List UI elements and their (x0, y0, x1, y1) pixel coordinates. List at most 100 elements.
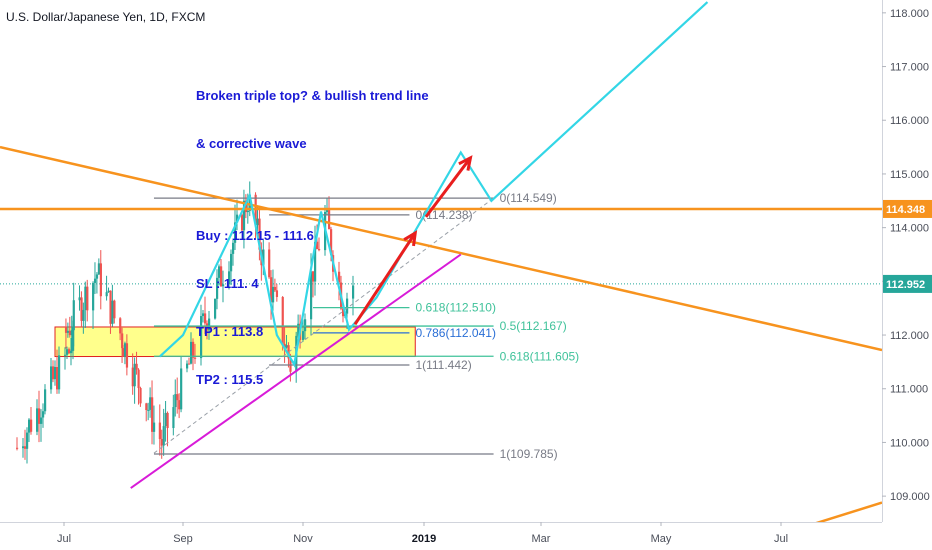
candle-body (222, 284, 225, 287)
y-tick-label: 117.000 (890, 62, 929, 74)
candle-body (352, 285, 355, 299)
note-line-1: Broken triple top? & bullish trend line (196, 88, 429, 103)
candle-body (208, 318, 211, 331)
candle-body (194, 357, 197, 359)
y-tick-label: 118.000 (890, 8, 929, 20)
candle-body (137, 369, 140, 389)
candle-body (186, 363, 189, 369)
candle-body (113, 300, 116, 319)
candle-body (95, 274, 99, 279)
candle-body (342, 308, 345, 317)
candle-body (262, 249, 265, 266)
candle-body (121, 333, 124, 349)
y-tick-label: 112.000 (890, 330, 929, 342)
candle-body (66, 330, 70, 333)
candle-body (174, 394, 177, 408)
candle-body (214, 298, 217, 319)
candle-body (192, 341, 195, 358)
candle-body (228, 271, 231, 285)
candle-body (328, 209, 331, 230)
candle-body (84, 286, 87, 310)
plot-area: 0(114.549)0(114.238)0.618(112.510)0.5(11… (0, 1, 882, 522)
candle-body (256, 218, 259, 226)
y-tick-label: 115.000 (890, 169, 929, 181)
candle-body (236, 214, 239, 223)
resistance-price-label: 114.348 (886, 204, 925, 216)
candle-body (241, 214, 244, 231)
candle-body (338, 271, 341, 283)
candle-body (178, 400, 181, 410)
x-tick-label: Jul (57, 533, 71, 545)
candle-body (202, 313, 205, 317)
candle-body (26, 432, 29, 449)
candle-body (56, 367, 59, 390)
x-tick-label: Jul (774, 533, 788, 545)
candle-body (190, 341, 193, 364)
candle-body (22, 446, 25, 449)
candle-body (52, 366, 55, 380)
candle-body (54, 367, 57, 380)
fib-level-label: 0.618(112.510) (415, 301, 496, 315)
resistance-price-tag (883, 199, 932, 218)
candle-body (99, 263, 102, 297)
candle-body (133, 363, 136, 387)
candle-body (28, 419, 31, 433)
last_price-price-tag (883, 274, 932, 293)
candle-body (314, 241, 317, 282)
candle-body (30, 419, 33, 432)
candle-body (275, 290, 279, 298)
candle-body (258, 218, 261, 250)
fib-level-label: 0.786(112.041) (415, 326, 496, 340)
candle-body (109, 290, 112, 324)
target-arrow-head (403, 230, 418, 247)
candle-body (64, 326, 68, 333)
candle-body (248, 194, 251, 211)
candle-body (232, 242, 235, 254)
note-line-6: TP2 : 115.5 (196, 372, 264, 387)
candle-body (326, 209, 329, 212)
candle-body (44, 389, 47, 412)
fib-level-label: 1(111.442) (415, 358, 471, 372)
candle-body (58, 355, 61, 390)
candle-body (80, 297, 83, 321)
candle-body (304, 319, 307, 332)
chart-title: U.S. Dollar/Japanese Yen, 1D, FXCM (6, 10, 206, 24)
candle-body (123, 343, 127, 357)
candle-body (312, 271, 315, 282)
candle-body (122, 348, 125, 357)
fib-level-label: 0.5(112.167) (500, 319, 567, 333)
candle-body (131, 367, 134, 387)
candle-body (176, 394, 179, 401)
candle-body (310, 271, 313, 320)
candle-body (145, 403, 148, 411)
candle-body (147, 409, 150, 411)
analysis-note: Broken triple top? & bullish trend line … (196, 56, 429, 420)
candle-body (164, 412, 167, 427)
candle-body (234, 222, 237, 243)
fib-trend-dashed (153, 197, 494, 454)
orange-downtrend-line (0, 145, 882, 352)
candle-body (66, 349, 69, 355)
fib-level-label: 1(109.785) (500, 447, 558, 461)
candle-body (218, 266, 221, 278)
candle-body (149, 397, 152, 410)
candle-body (78, 297, 81, 301)
candle-body (330, 229, 333, 256)
x-tick-label: 2019 (412, 533, 436, 545)
candle-body (50, 366, 53, 390)
candle-body (244, 200, 248, 213)
candle-body (139, 388, 142, 404)
candle-body (180, 368, 183, 410)
note-line-2: & corrective wave (196, 136, 307, 151)
candle-body (316, 241, 319, 250)
candle-body (107, 290, 110, 293)
candle-body (70, 350, 73, 354)
x-tick-label: Nov (293, 533, 313, 545)
x-tick-label: Mar (532, 533, 551, 545)
candle-body (68, 330, 72, 336)
y-tick-label: 114.000 (890, 223, 929, 235)
bullish-trend-line (130, 253, 462, 489)
buy-zone (54, 326, 416, 358)
candle-body (105, 292, 108, 297)
